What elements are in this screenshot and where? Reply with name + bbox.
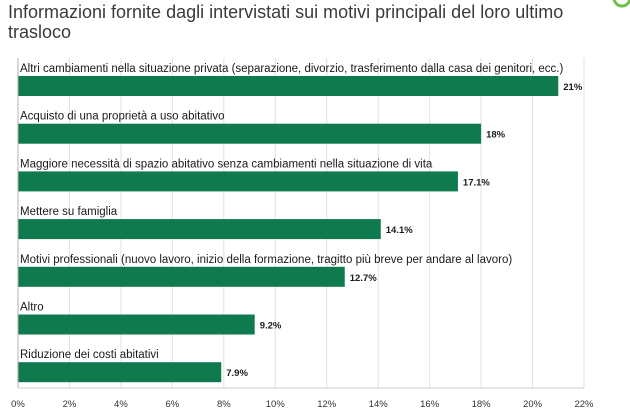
bars: Altri cambiamenti nella situazione priva…: [18, 63, 583, 383]
x-tick-label: 16%: [420, 399, 440, 410]
bar: [18, 123, 482, 144]
bar: [18, 266, 345, 287]
green-circle-logo-icon: [612, 0, 630, 8]
x-tick-label: 8%: [217, 399, 231, 410]
category-label: Altri cambiamenti nella situazione priva…: [20, 63, 563, 75]
category-label: Mettere su famiglia: [20, 206, 118, 218]
value-label: 7.9%: [226, 368, 248, 379]
x-axis: 0% 2% 4% 6% 8% 10% 12% 14% 16% 18% 20% 22%: [11, 58, 594, 410]
category-label: Maggiore necessità di spazio abitativo s…: [20, 158, 433, 170]
x-tick-label: 14%: [369, 399, 389, 410]
category-label: Altro: [20, 302, 44, 314]
bar: [18, 171, 458, 192]
value-label: 9.2%: [260, 321, 282, 332]
x-tick-label: 20%: [523, 399, 543, 410]
category-label: Acquisto di una proprietà a uso abitativ…: [20, 111, 225, 123]
category-label: Motivi professionali (nuovo lavoro, iniz…: [20, 254, 512, 266]
category-label: Riduzione dei costi abitativi: [20, 349, 159, 361]
value-label: 21%: [563, 82, 583, 93]
value-label: 17.1%: [463, 177, 490, 188]
x-tick-label: 4%: [114, 399, 128, 410]
bar: [18, 314, 255, 335]
chart-title: Informazioni fornite dagli intervistati …: [8, 2, 564, 42]
x-tick-label: 0%: [11, 399, 25, 410]
value-label: 12.7%: [350, 273, 377, 284]
value-label: 18%: [486, 130, 506, 141]
x-tick-label: 22%: [574, 399, 594, 410]
bar: [18, 76, 559, 96]
value-label: 14.1%: [386, 225, 413, 236]
bar: [18, 362, 222, 383]
x-tick-label: 12%: [317, 399, 337, 410]
x-tick-label: 6%: [165, 399, 179, 410]
logo-ring: [612, 0, 630, 8]
bar: [18, 219, 381, 240]
x-tick-label: 18%: [472, 399, 492, 410]
x-tick-label: 2%: [63, 399, 77, 410]
x-tick-label: 10%: [266, 399, 286, 410]
